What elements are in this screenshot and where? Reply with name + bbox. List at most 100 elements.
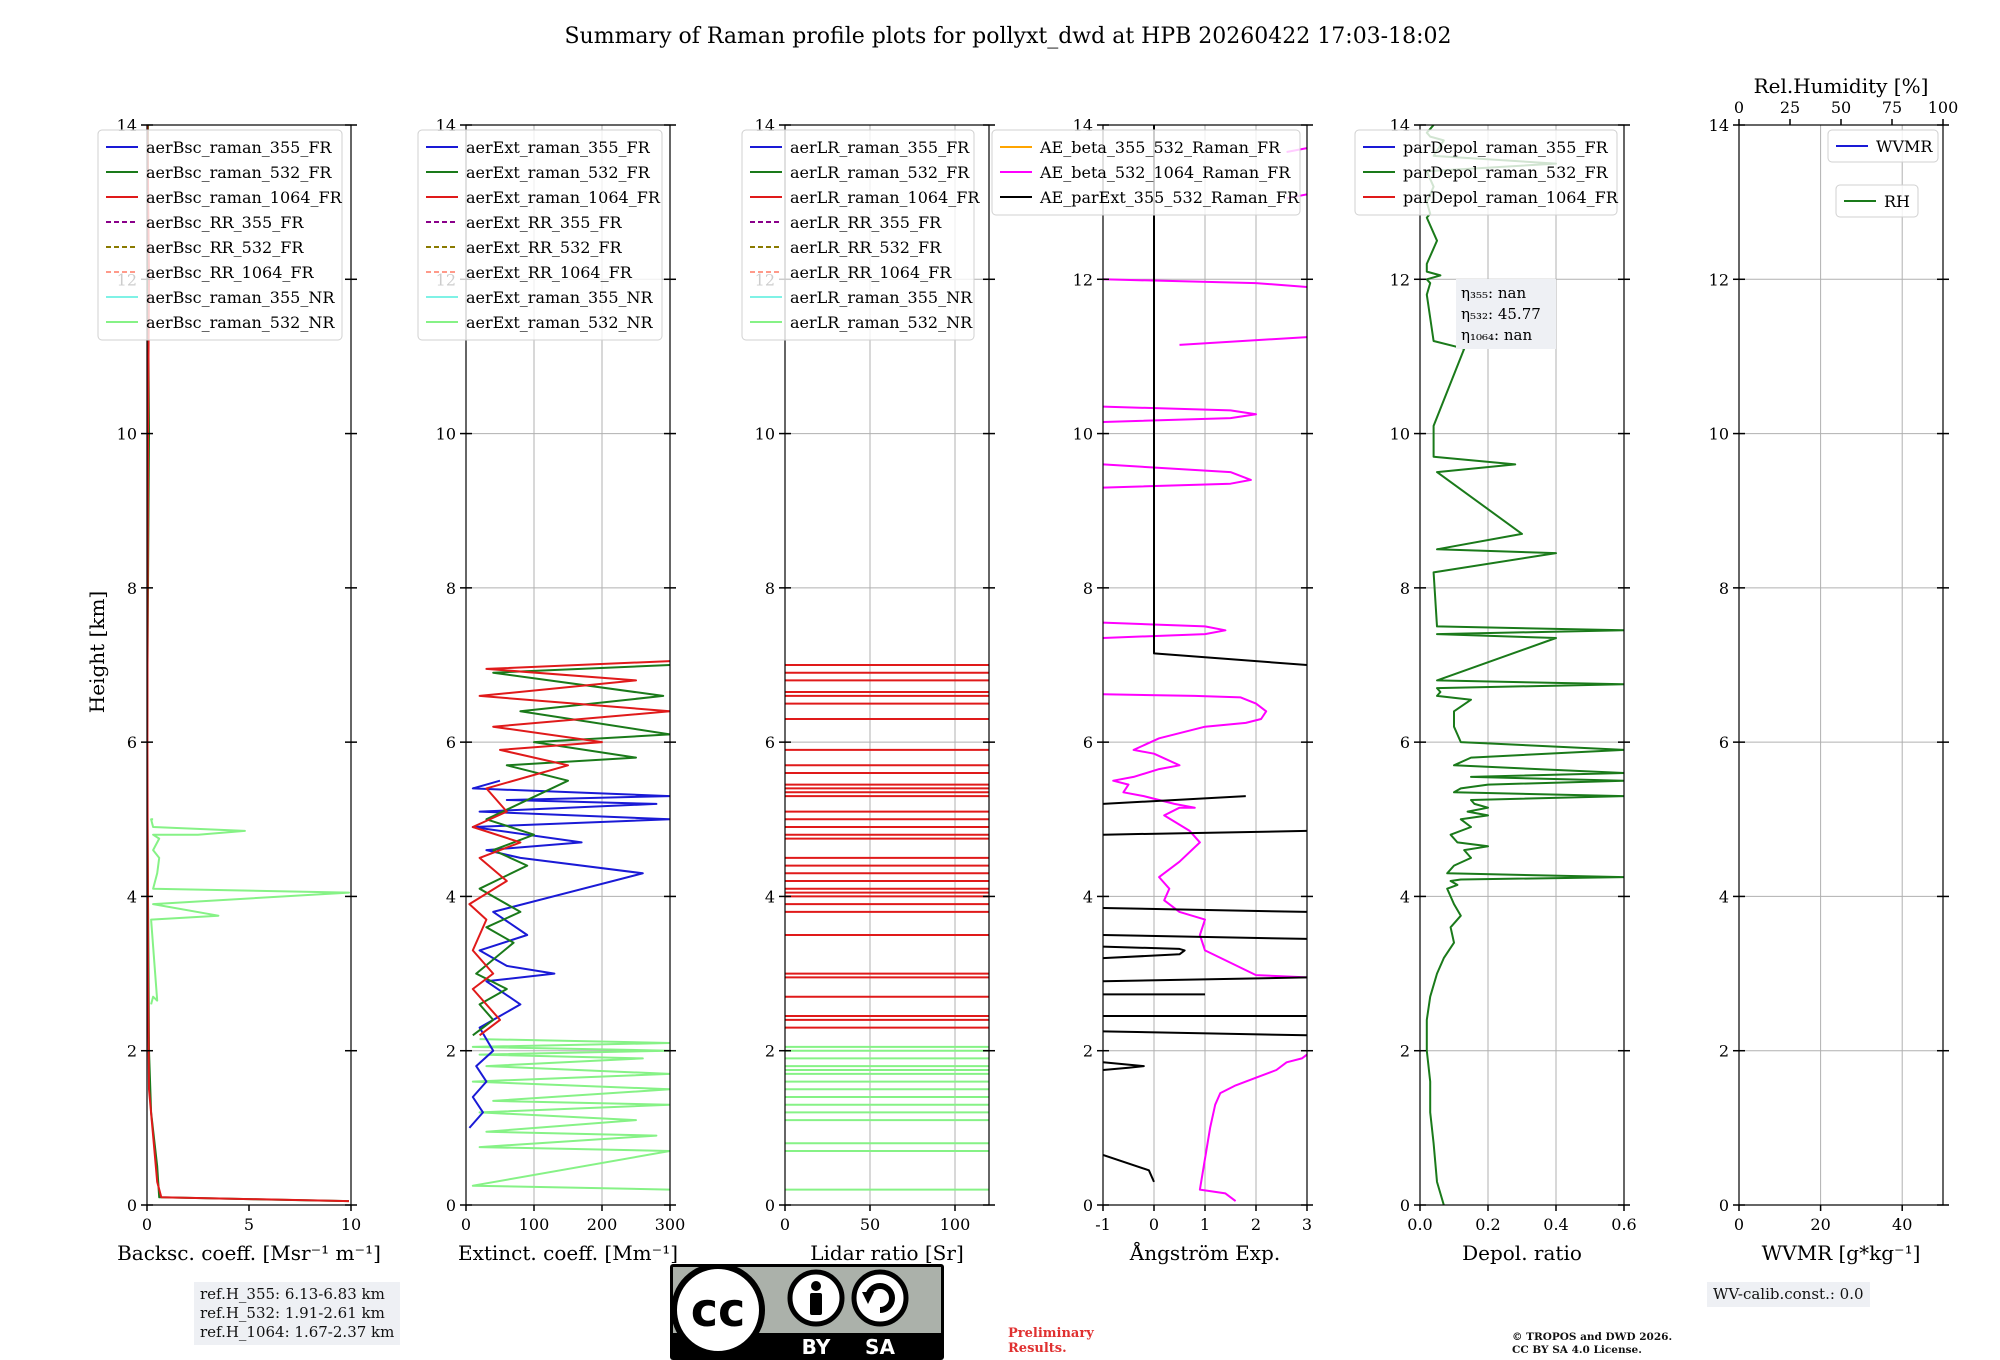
plot-area (785, 664, 989, 1191)
y-tick-label: 2 (446, 1042, 456, 1061)
legend-entry: aerLR_raman_532_NR (790, 313, 973, 332)
legend-entry: parDepol_raman_532_FR (1403, 163, 1609, 182)
x-tick-label: 200 (587, 1215, 618, 1234)
top-x-tick-label: 25 (1780, 98, 1800, 117)
legend-box (991, 129, 1301, 216)
legend-entry: AE_beta_532_1064_Raman_FR (1039, 163, 1291, 182)
share-alike-icon (851, 1269, 909, 1327)
copyright-note: © TROPOS and DWD 2026. CC BY SA 4.0 Lice… (1512, 1331, 1672, 1357)
legend-box (1835, 184, 1919, 218)
series-line (1103, 1030, 1307, 1037)
legend-entry: aerExt_raman_532_FR (466, 163, 651, 182)
x-axis-label: WVMR [g*kg⁻¹] (1762, 1241, 1921, 1265)
x-tick-label: 0.4 (1543, 1215, 1568, 1234)
legend-box (97, 129, 343, 341)
x-axis-label: Depol. ratio (1462, 1241, 1582, 1265)
legend-box (741, 129, 975, 341)
series-line (1153, 125, 1307, 666)
x-tick-label: 0 (780, 1215, 790, 1234)
axes-frame (1419, 124, 1625, 1206)
legend-box (1827, 129, 1939, 163)
y-tick-label: 6 (446, 733, 456, 752)
x-axis-label: Backsc. coeff. [Msr⁻¹ m⁻¹] (117, 1241, 381, 1265)
series-line (1103, 934, 1307, 940)
series-line (1103, 405, 1257, 423)
series-line (1103, 621, 1227, 639)
series-line (150, 818, 350, 1005)
y-tick-label: 10 (436, 425, 456, 444)
badge-sa-label: SA (865, 1335, 895, 1359)
x-tick-label: 20 (1810, 1215, 1830, 1234)
series-line (1103, 976, 1307, 983)
series-line (1103, 907, 1307, 913)
y-axis-label: Height [km] (85, 591, 109, 713)
x-tick-label: 0 (461, 1215, 471, 1234)
figure-title: Summary of Raman profile plots for polly… (564, 24, 1451, 49)
legend-entry: aerBsc_RR_532_FR (146, 238, 304, 257)
y-tick-label: 8 (1400, 579, 1410, 598)
cc-by-sa-badge: cc BY SA (670, 1264, 944, 1360)
legend-entry: aerBsc_raman_1064_FR (146, 188, 343, 207)
legend-entry: AE_beta_355_532_Raman_FR (1039, 138, 1281, 157)
legend-entry: RH (1884, 192, 1910, 211)
legend-entry: aerLR_raman_355_FR (790, 138, 970, 157)
legend-box (417, 129, 663, 341)
series-line (472, 664, 670, 1037)
badge-by-label: BY (802, 1335, 831, 1359)
axes-frame (784, 124, 990, 1206)
panel-lidar_ratio: 02468101214050100Lidar ratio [Sr]aerLR_r… (741, 116, 995, 1265)
preliminary-line-2: Results. (1008, 1341, 1067, 1356)
plot-area (468, 660, 670, 1191)
legend-entry: aerExt_raman_355_FR (466, 138, 651, 157)
share-alike-arc (865, 1283, 895, 1313)
y-tick-label: 6 (127, 733, 137, 752)
y-tick-label: 8 (1083, 579, 1093, 598)
panel-backscatter: 024681012140510Backsc. coeff. [Msr⁻¹ m⁻¹… (97, 116, 381, 1265)
legend-entry: aerExt_raman_532_NR (466, 313, 654, 332)
y-tick-label: 4 (1400, 887, 1410, 906)
y-tick-label: 0 (1083, 1196, 1093, 1215)
legend-entry: aerExt_RR_1064_FR (466, 263, 633, 282)
series-line (471, 1038, 670, 1191)
series-line (468, 779, 670, 1129)
legend-entry: aerExt_raman_1064_FR (466, 188, 661, 207)
legend: parDepol_raman_355_FR parDepol_raman_532_… (1354, 129, 1619, 216)
series-line (1103, 693, 1307, 979)
x-axis-label: Ångström Exp. (1129, 1240, 1280, 1265)
y-tick-label: 2 (765, 1042, 775, 1061)
x-tick-label: 0 (1734, 1215, 1744, 1234)
series-line (1103, 829, 1307, 836)
legend-entry: parDepol_raman_355_FR (1403, 138, 1609, 157)
y-tick-label: 12 (1073, 270, 1093, 289)
ref-height-355: ref.H_355: 6.13-6.83 km (200, 1285, 385, 1303)
x-tick-label: 10 (341, 1215, 361, 1234)
x-tick-label: 1 (1200, 1215, 1210, 1234)
legend-entry: aerLR_raman_1064_FR (790, 188, 980, 207)
legend-entry: aerBsc_RR_1064_FR (146, 263, 315, 282)
legend-entry: aerBsc_raman_355_NR (146, 288, 335, 307)
y-tick-label: 4 (765, 887, 775, 906)
x-tick-label: 5 (244, 1215, 254, 1234)
cc-logo-text: cc (691, 1283, 746, 1337)
x-tick-label: -1 (1095, 1215, 1111, 1234)
x-tick-label: 100 (519, 1215, 550, 1234)
cc-logo-icon (671, 1264, 765, 1357)
ref-height-532: ref.H_532: 1.91-2.61 km (200, 1304, 385, 1322)
attribution-head (811, 1281, 821, 1291)
y-tick-label: 8 (127, 579, 137, 598)
y-tick-label: 12 (1390, 270, 1410, 289)
legend-entry: aerBsc_RR_355_FR (146, 213, 304, 232)
y-tick-label: 6 (1400, 733, 1410, 752)
top-x-axis-label: Rel.Humidity [%] (1754, 74, 1929, 98)
series-line (147, 125, 350, 1203)
y-tick-label: 12 (1709, 270, 1729, 289)
preliminary-note: Preliminary Results. (1008, 1326, 1094, 1356)
eta-annotation-box (1456, 279, 1556, 349)
y-tick-label: 10 (1073, 425, 1093, 444)
attribution-body (810, 1293, 822, 1315)
panel-extinction: 024681012140100200300Extinct. coeff. [Mm… (417, 116, 685, 1265)
eta-annotation: η₃₅₅: nan (1461, 284, 1526, 302)
share-alike-arrow (862, 1292, 874, 1304)
